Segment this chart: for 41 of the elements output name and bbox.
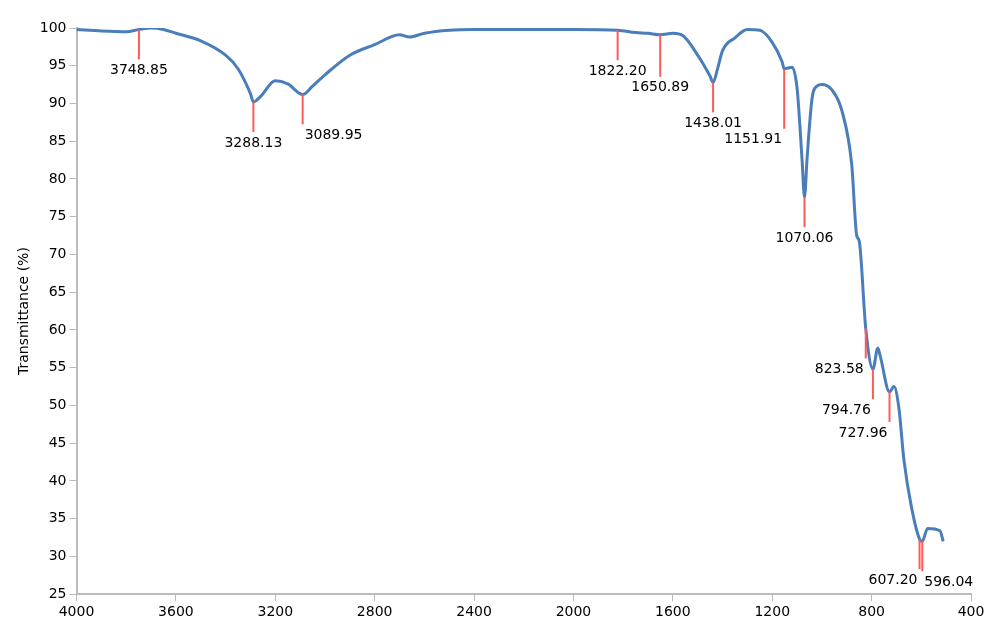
annotation: 607.20 xyxy=(868,570,918,587)
annotation: 1822.20 xyxy=(588,61,647,78)
x-tick-label: 3200 xyxy=(257,603,294,620)
annotation: 3089.95 xyxy=(304,126,363,143)
y-tick-label: 70 xyxy=(48,245,67,262)
annotation: 823.58 xyxy=(814,360,864,377)
y-tick-label: 40 xyxy=(48,471,67,488)
x-tick-label: 1200 xyxy=(754,603,791,620)
annotation: 3748.85 xyxy=(109,61,168,78)
annotation: 1070.06 xyxy=(775,228,834,245)
y-tick-label: 55 xyxy=(48,358,67,375)
x-tick-label: 4000 xyxy=(58,603,95,620)
annotation: 794.76 xyxy=(821,400,871,417)
y-tick-label: 65 xyxy=(48,282,67,299)
x-tick-label: 800 xyxy=(858,603,885,620)
y-tick-label: 50 xyxy=(48,396,67,413)
y-tick-label: 60 xyxy=(48,320,67,337)
y-tick-label: 100 xyxy=(39,18,67,35)
x-tick-label: 400 xyxy=(957,603,985,620)
y-axis-title: Transmittance (%) xyxy=(15,247,32,377)
y-tick-label: 95 xyxy=(48,56,67,73)
y-tick-label: 25 xyxy=(48,584,67,601)
annotation: 727.96 xyxy=(838,423,888,440)
x-tick-label: 1600 xyxy=(655,603,691,620)
annotation: 1438.01 xyxy=(684,114,743,130)
y-tick-label: 90 xyxy=(48,94,67,111)
x-tick-label: 2400 xyxy=(456,603,492,620)
x-tick-label: 2000 xyxy=(555,603,592,620)
y-tick-label: 80 xyxy=(48,169,67,186)
annotation: 1650.89 xyxy=(631,78,690,95)
y-tick-label: 85 xyxy=(48,131,67,148)
annotation: 596.04 xyxy=(924,573,974,589)
x-tick-label: 3600 xyxy=(158,603,194,620)
y-tick-label: 30 xyxy=(48,547,67,564)
y-tick-label: 45 xyxy=(48,433,67,450)
x-tick-label: 2800 xyxy=(356,603,393,620)
annotation: 1151.91 xyxy=(724,130,783,147)
annotation: 3288.13 xyxy=(224,133,283,150)
y-tick-label: 35 xyxy=(48,509,67,526)
y-tick-label: 75 xyxy=(48,207,67,224)
line-series xyxy=(76,28,945,543)
